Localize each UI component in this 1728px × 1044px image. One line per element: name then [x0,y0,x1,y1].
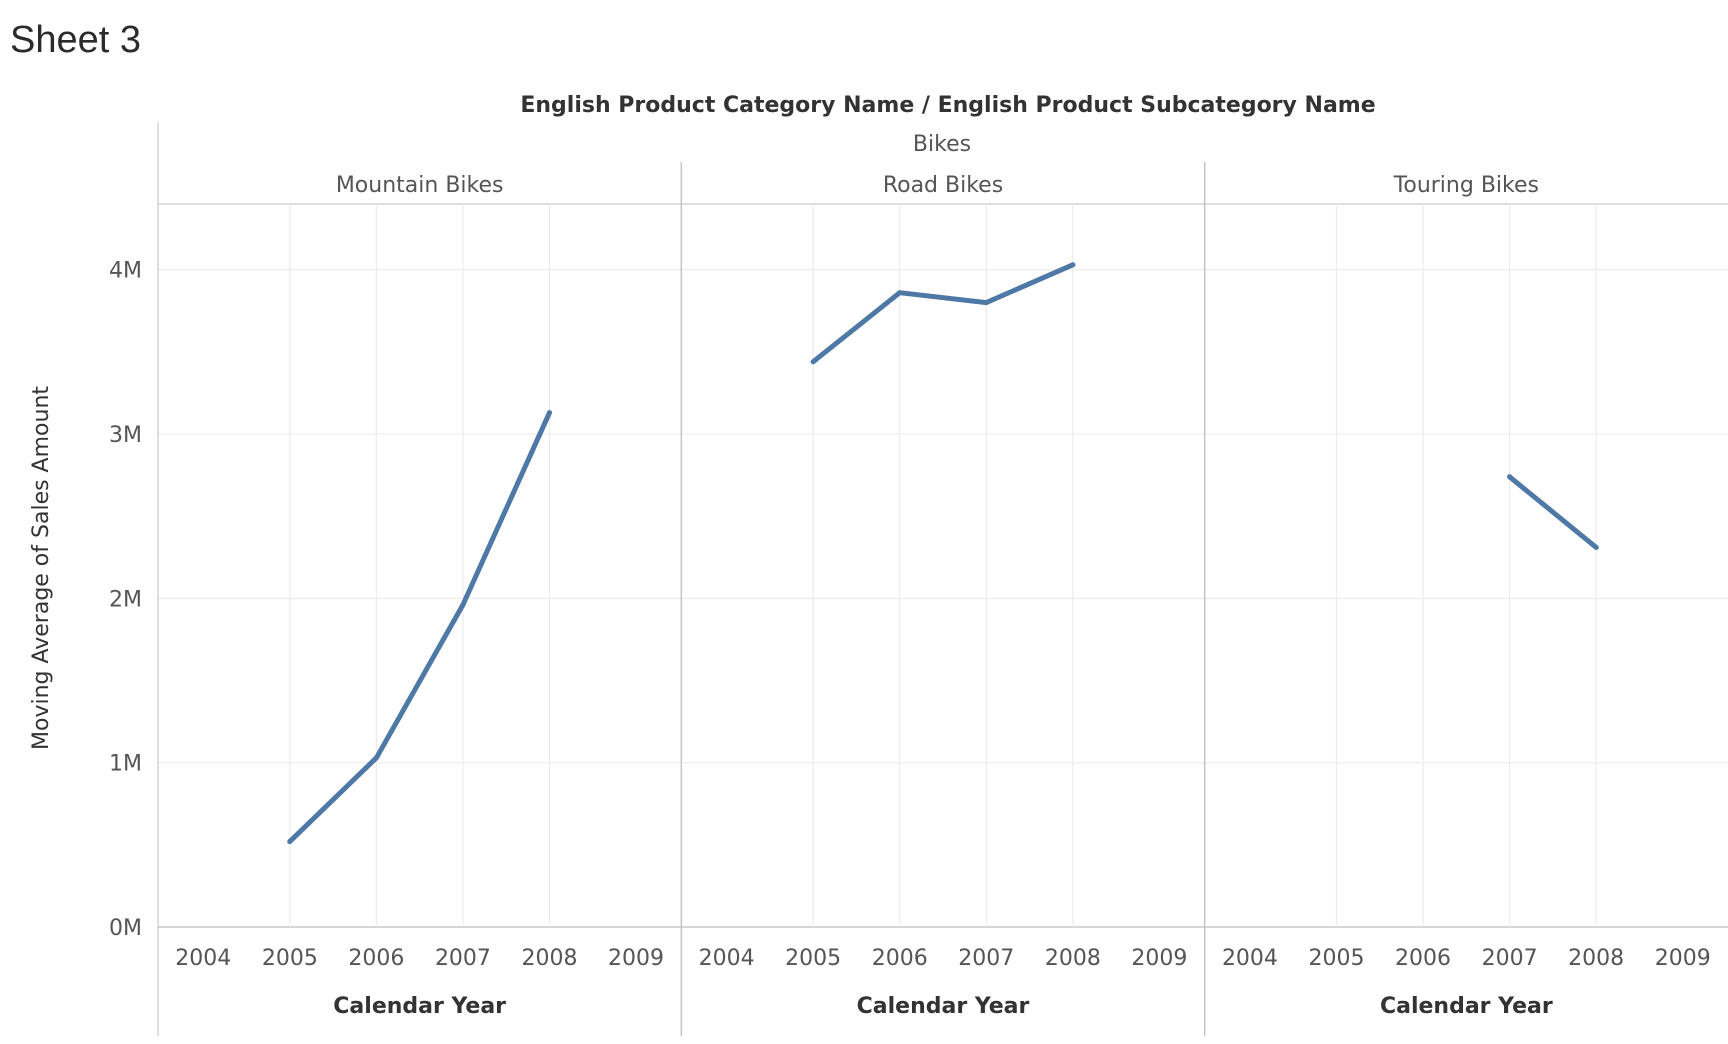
x-tick-label: 2006 [348,946,404,971]
x-tick-label: 2005 [262,946,318,971]
panel-touring-bikes: Touring Bikes 2004 2005 2006 2007 2008 2009 Cal… [1203,162,1711,1036]
x-tick-label: 2008 [522,946,578,971]
x-tick-label: 2007 [958,946,1014,971]
data-point [460,602,466,608]
data-point [373,755,379,761]
x-tick-label: 2007 [435,946,491,971]
data-point [810,359,816,365]
subcategory-header: Touring Bikes [1393,173,1539,198]
data-point [547,410,552,416]
category-header: Bikes [913,132,971,157]
x-tick-label: 2009 [1131,946,1187,971]
x-tick-label: 2009 [1655,946,1711,971]
subcategory-header: Mountain Bikes [336,173,504,198]
data-point [897,290,903,296]
series-line [287,410,552,845]
panel-road-bikes: Road Bikes 2004 2005 2006 2007 2008 2009 Calend… [680,162,1187,1036]
x-axis-title: Calendar Year [1380,994,1553,1019]
sheet-title: Sheet 3 [10,19,141,61]
chart-panels: Mountain Bikes 2004 2005 2006 2007 2008 2009 Ca… [175,162,1711,1036]
y-tick-label: 3M [109,423,142,448]
data-point [1507,474,1513,480]
column-header-title: English Product Category Name / English … [520,93,1375,118]
chart-frame: 0M 1M 2M 3M 4M [109,122,1728,1036]
x-tick-label: 2005 [785,946,841,971]
x-tick-label: 2005 [1309,946,1365,971]
data-point [983,300,989,306]
y-tick-label: 2M [109,587,142,612]
x-tick-label: 2009 [608,946,664,971]
y-tick-label: 0M [109,916,142,941]
subcategory-header: Road Bikes [883,173,1003,198]
x-tick-label: 2008 [1568,946,1624,971]
x-tick-label: 2006 [872,946,928,971]
x-axis-title: Calendar Year [857,994,1030,1019]
x-tick-label: 2007 [1482,946,1538,971]
data-point [1593,544,1599,550]
panel-mountain-bikes: Mountain Bikes 2004 2005 2006 2007 2008 2009 Ca… [175,173,664,1019]
y-tick-label: 4M [109,259,142,284]
x-axis-title: Calendar Year [333,994,506,1019]
data-point [287,839,293,845]
series-line [810,262,1076,365]
x-tick-label: 2008 [1045,946,1101,971]
x-tick-label: 2004 [1222,946,1278,971]
y-tick-label: 1M [109,752,142,777]
x-tick-label: 2006 [1395,946,1451,971]
y-axis-title: Moving Average of Sales Amount [29,386,54,750]
x-tick-label: 2004 [699,946,755,971]
data-point [1070,262,1076,268]
x-tick-label: 2004 [175,946,231,971]
series-line [1507,474,1599,550]
